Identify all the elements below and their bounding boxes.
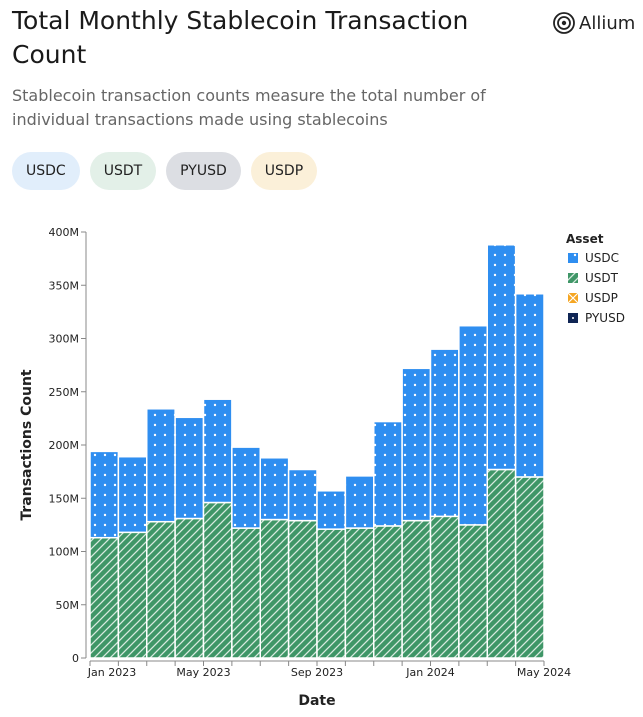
bar-usdc-apr-2023 [174,416,205,520]
x-tick-label: May 2023 [176,666,230,679]
chart-title: Total Monthly Stablecoin Transaction Cou… [12,6,469,69]
allium-logo: Allium [553,12,635,34]
bar-usdt-may-2023 [202,501,233,659]
bar-usdc-dec-2023 [401,367,432,522]
allium-logo-icon [553,12,575,34]
y-tick-label: 350M [49,279,80,292]
legend-label-pyusd: PYUSD [585,311,625,325]
x-axis-title: Date [298,693,335,709]
y-tick-label: 0 [72,652,79,665]
bar-usdt-nov-2023 [373,525,403,659]
legend-pyusd-dot-icon [572,317,574,319]
bar-usdt-aug-2023 [287,519,318,659]
filter-pill-usdc[interactable]: USDC [12,152,80,190]
y-tick-label: 50M [56,599,80,612]
legend-swatch-usdt [568,273,578,283]
y-tick-label: 400M [49,226,80,239]
y-tick-label: 150M [49,492,80,505]
bar-usdc-jan-2024 [429,348,460,518]
bar-usdt-jun-2023 [231,527,261,659]
bar-usdt-jan-2023 [89,536,120,659]
bar-usdc-feb-2024 [458,324,488,526]
bar-usdc-jul-2023 [259,457,290,521]
bar-usdc-mar-2023 [146,408,176,523]
bar-usdc-nov-2023 [373,420,403,527]
bar-usdc-may-2023 [202,398,233,504]
y-tick-label: 200M [49,439,80,452]
bar-usdt-feb-2024 [458,524,488,659]
bar-usdt-mar-2023 [146,520,176,659]
bar-usdc-jan-2023 [89,450,120,539]
legend-label-usdt: USDT [585,271,619,285]
chart-subtitle: Stablecoin transaction counts measure th… [12,86,486,129]
bar-usdc-jun-2023 [231,446,261,529]
filter-pill-pyusd[interactable]: PYUSD [166,152,241,190]
bar-usdt-jul-2023 [259,518,290,659]
y-tick-label: 300M [49,333,80,346]
bar-usdt-sep-2023 [316,528,347,659]
x-tick-label: Jan 2023 [87,666,136,679]
bar-usdc-sep-2023 [316,490,347,530]
bar-usdt-apr-2024 [514,476,545,659]
filter-pill-usdt[interactable]: USDT [89,152,157,190]
bar-usdc-oct-2023 [344,475,375,529]
bar-usdc-apr-2024 [514,293,545,478]
bar-usdt-dec-2023 [401,519,432,659]
y-tick-label: 100M [49,546,80,559]
bar-usdc-feb-2023 [117,455,148,534]
legend-label-usdp: USDP [585,291,618,305]
legend-usdp-cross-icon [567,292,579,304]
bar-usdt-apr-2023 [174,517,205,659]
bar-usdc-aug-2023 [287,468,318,522]
legend-swatch-usdc [568,253,578,263]
bar-usdt-jan-2024 [429,515,460,659]
bar-usdt-oct-2023 [344,527,375,659]
asset-filters: USDC USDT PYUSD USDP [12,152,318,190]
legend-label-usdc: USDC [585,251,619,265]
legend-title: Asset [566,232,604,246]
x-tick-label: Jan 2024 [405,666,454,679]
x-tick-label: Sep 2023 [291,666,343,679]
filter-pill-usdp[interactable]: USDP [250,152,318,190]
bar-usdc-mar-2024 [486,244,517,471]
y-tick-label: 250M [49,386,80,399]
x-tick-label: May 2024 [517,666,571,679]
y-axis-title: Transactions Count [19,369,35,521]
bar-usdt-mar-2024 [486,468,517,659]
bar-usdt-feb-2023 [117,531,148,659]
logo-text: Allium [579,12,636,34]
